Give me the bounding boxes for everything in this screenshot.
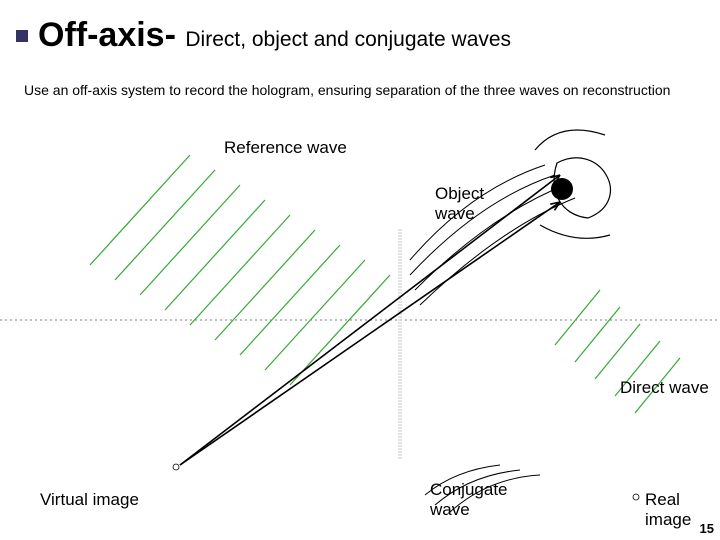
page-number: 15 <box>700 521 714 536</box>
label-conjugate-wave: Conjugate wave <box>430 480 508 520</box>
label-virtual-image: Virtual image <box>40 490 139 510</box>
label-reference-wave: Reference wave <box>224 138 347 158</box>
label-object-wave: Object wave <box>435 184 484 224</box>
holography-diagram <box>0 0 720 540</box>
label-direct-wave: Direct wave <box>620 378 709 398</box>
